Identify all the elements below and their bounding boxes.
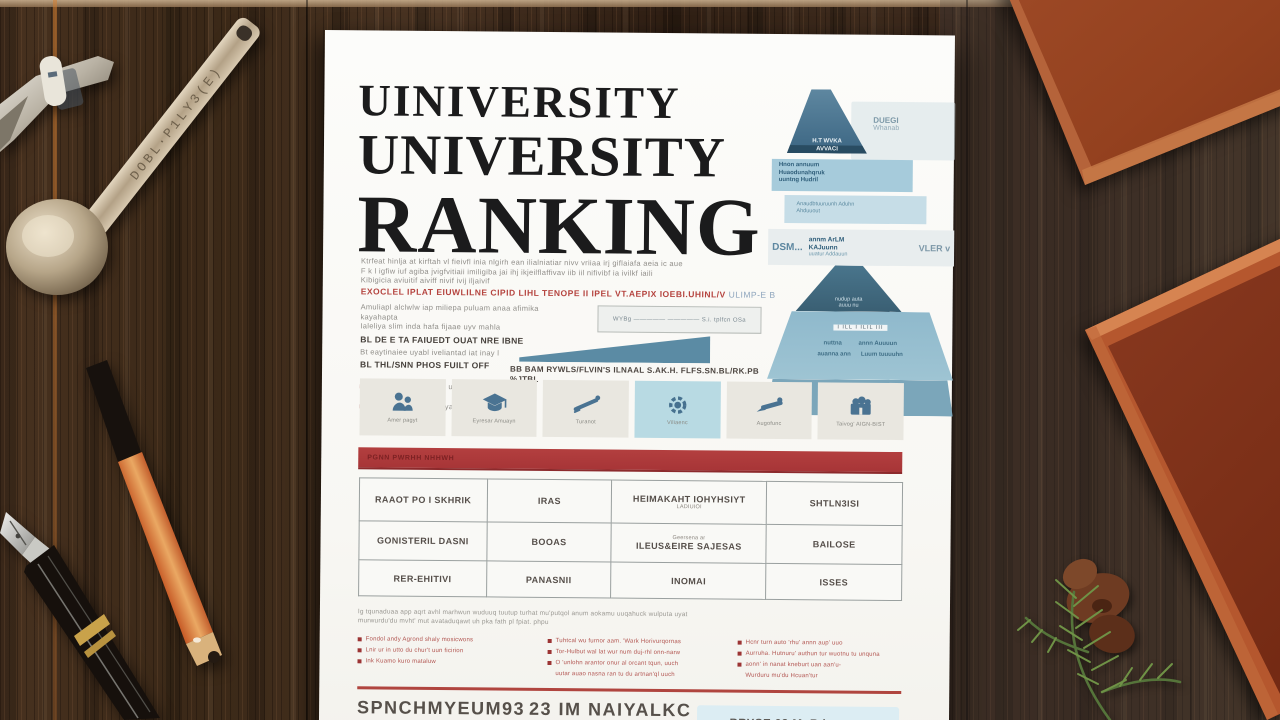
students-icon — [392, 392, 413, 411]
bullet-square — [737, 662, 742, 667]
herbs — [1017, 558, 1182, 720]
topleft-tools: DOBL·P1LY3(E) — [0, 17, 260, 295]
table-header: SHTLN3ISI — [766, 481, 903, 526]
table-note: Ig tqunaduaa app aqrt avhl marhwun wuduu… — [357, 608, 688, 626]
infographic-poster: UINIVERSITY UNIVERSITY RANKING H.T WVKA … — [318, 30, 956, 720]
footer-col-2: 23 IM NAIYALKC DEM IAEVIAIV — [528, 698, 692, 720]
telescope-icon — [573, 395, 601, 414]
table-header: IRAS — [486, 478, 613, 524]
title-line-2: UNIVERSITY — [357, 123, 727, 190]
footer-badge: BRYSE 03 M. Rduuume — [696, 705, 900, 720]
wooden-pen — [86, 360, 222, 666]
list-item: Lnir ur in utto du chur't uun ficirion — [357, 647, 530, 656]
gold-ring — [74, 614, 110, 646]
title-line-1: UINIVERSITY — [358, 75, 681, 129]
dried-flower — [1062, 558, 1135, 654]
pens — [0, 360, 222, 720]
title-line-3: RANKING — [356, 178, 762, 273]
table-cell: ISSES — [765, 563, 902, 601]
list-item: Wurduru mu'du Hcuan'tur — [737, 673, 909, 682]
leather-book-bottom — [1085, 238, 1280, 720]
criteria-tile: Amer pagyt — [359, 378, 446, 437]
bullet-square — [357, 648, 362, 653]
bullet-square — [737, 674, 741, 678]
list-item: O 'unlohn arantor onur al orcant tqun, u… — [547, 660, 719, 669]
pyramid-infographic: H.T WVKA AVVACI DUEGI Whanab Hnon annuum… — [767, 79, 956, 417]
white-cap-mark — [47, 71, 58, 78]
bullet-square — [737, 640, 742, 645]
wood-seam — [966, 0, 968, 720]
spoon-engraving: DOBL·P1LY3(E) — [127, 63, 225, 183]
bullet-column: Hcnr turn auto 'rhu' annn aup' uuo Aurru… — [737, 640, 909, 685]
white-cap — [39, 56, 67, 106]
pyramid-tip-text: H.T WVKA — [812, 138, 842, 145]
books — [1009, 0, 1280, 720]
bullet-column: Tuhtcal wu furnor aam. 'Wark Horivurqorn… — [547, 638, 719, 683]
graduation-cap-icon — [482, 393, 507, 412]
bullet-square — [737, 651, 742, 656]
table-cell: GONISTERIL DASNI — [358, 520, 487, 561]
bullet-square — [547, 638, 552, 644]
gear-icon — [668, 396, 687, 414]
pyramid-base: I ILL I ILIL III nuttna annn Auuuun auan… — [767, 311, 954, 381]
table-cell: INOMAI — [611, 562, 767, 600]
criteria-tile: Turanot — [542, 379, 629, 438]
table-header: RAAOT PO I SKHRIK — [359, 477, 488, 522]
table-cell: Geersena ar ILEUS&EIRE SAJESAS — [611, 523, 767, 564]
wood-seam — [306, 0, 308, 720]
gold-ring — [84, 630, 116, 658]
band3-middle: annm ArLM KAJuunn uuatur Addauun — [808, 236, 848, 258]
stat-box: WYBg ————— ————— S.i. tplfcn OSa — [597, 305, 762, 334]
table-cell: BOOAS — [486, 521, 612, 563]
table-header-row: RAAOT PO I SKHRIK IRAS HEIMAKAHT IOHYHSI… — [359, 477, 903, 526]
criteria-tile: Taivog' AIGN-BIST — [817, 382, 904, 441]
list-item: uutar auao nasna ran tu du artnan'ql uuc… — [547, 671, 719, 680]
criteria-tiles: Amer pagyt Eyresar Amuayn Turanot Viliae… — [359, 378, 904, 441]
section-banner: PGNN PWRHH NHHWH — [358, 447, 903, 475]
list-item: Ink Kuamo kuro mataluw — [357, 658, 529, 667]
criteria-tile-highlighted: Viliaenc — [634, 380, 721, 439]
pen-icon — [756, 397, 783, 412]
pyramid-tip-label: DUEGI Whanab — [873, 115, 900, 133]
table-cell: RER-EHITIVI — [358, 559, 487, 597]
bullet-square — [547, 672, 551, 676]
bullet-columns: Fondol andy Agrond shaly mosicwons Lnir … — [357, 636, 909, 685]
rosemary-sprig — [1017, 579, 1182, 720]
list-item: aonn' in nanat kneburt uan aan'u- — [737, 662, 909, 671]
wood-seam — [53, 0, 57, 720]
page-title: UINIVERSITY UNIVERSITY RANKING — [356, 75, 762, 273]
criteria-tile: Augofunc — [726, 381, 813, 440]
pyramid-band-2: Anaudbtuuruunh Aduhn Ahduuout — [784, 195, 927, 225]
intro-paragraph: Ktrfeat hinlja at kirftah vl fieivfl ini… — [360, 256, 683, 286]
bullet-square — [357, 637, 362, 642]
measuring-spoon: DOBL·P1LY3(E) — [6, 17, 260, 295]
footer-rule — [357, 686, 902, 695]
footer-col-1: SPNCHMYEUM93 DIDIUNS — [357, 697, 526, 720]
list-item: Tor-Hulbut wal lat wur num duj-rhl onn-n… — [547, 649, 720, 658]
campus-building-icon — [850, 396, 871, 415]
table-edge — [0, 0, 1280, 7]
table-row: RER-EHITIVI PANASNII INOMAI ISSES — [358, 559, 902, 601]
table-header: HEIMAKAHT IOHYHSIYT LADIUIOI — [611, 480, 767, 525]
leather-book-top — [1009, 0, 1280, 185]
pyramid-base-chip: I ILL I ILIL III — [833, 324, 887, 330]
bullet-square — [357, 659, 362, 664]
ranking-table: RAAOT PO I SKHRIK IRAS HEIMAKAHT IOHYHSI… — [358, 477, 903, 601]
table-cell: BAILOSE — [766, 524, 903, 565]
pyramid-tip-band: AVVACI — [787, 145, 867, 154]
table-cell: PANASNII — [486, 560, 612, 599]
list-item: Aurruha. Hutnuru' authun tur wuotnu tu u… — [737, 651, 910, 660]
list-item: Fondol andy Agrond shaly mosicwons — [357, 636, 530, 645]
table-row: GONISTERIL DASNI BOOAS Geersena ar ILEUS&… — [358, 520, 903, 565]
bullet-square — [547, 649, 552, 655]
criteria-tile: Eyresar Amuayn — [451, 379, 538, 437]
pyramid-band-1: Hnon annuum Huaodunahqruk uuntng Hudril — [771, 158, 913, 193]
list-item: Hcnr turn auto 'rhu' annn aup' uuo — [737, 640, 910, 649]
fountain-pen — [0, 512, 160, 720]
bullet-column: Fondol andy Agrond shaly mosicwons Lnir … — [357, 636, 529, 681]
bullet-square — [547, 660, 552, 666]
list-item: Tuhtcal wu furnor aam. 'Wark Horivurqorn… — [547, 638, 720, 647]
